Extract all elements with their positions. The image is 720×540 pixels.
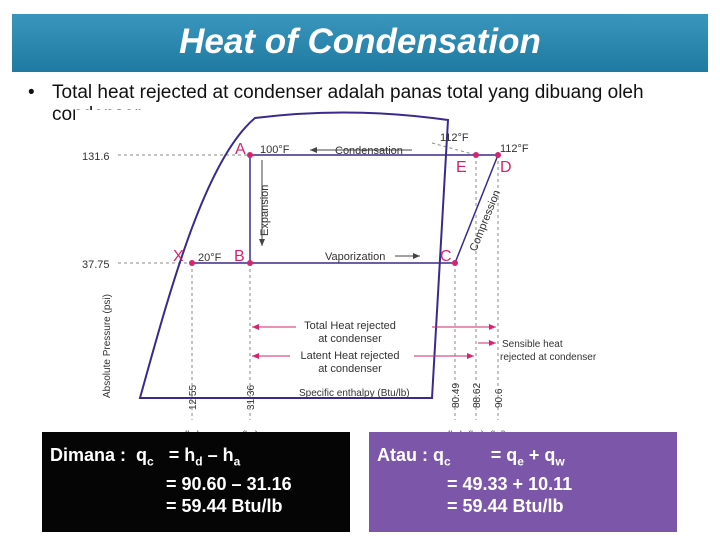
title-bar: Heat of Condensation xyxy=(12,14,708,72)
y-axis-label: Absolute Pressure (psi) xyxy=(102,294,113,398)
pressure-label: 131.6 xyxy=(82,151,110,163)
temp-label: 20°F xyxy=(198,252,222,264)
point-label: B xyxy=(234,248,245,265)
point-label: X xyxy=(173,248,184,265)
temp-label: 112°F xyxy=(440,132,469,144)
process-label: Condensation xyxy=(335,145,403,157)
formula-box: Atau : qc = qe + qw = 49.33 + 10.11 = 59.4… xyxy=(369,432,677,532)
saturation-dome xyxy=(138,111,450,399)
subscript: e xyxy=(517,454,524,469)
temp-label: 100°F xyxy=(260,144,290,156)
formula-text: Atau : q xyxy=(377,445,444,465)
enthalpy-label: 88.62 xyxy=(472,383,483,408)
formula-text: Dimana : q xyxy=(50,445,148,465)
formula-text: = 59.44 Btu/lb xyxy=(447,495,564,516)
process-label: Expansion xyxy=(259,185,271,236)
subscript: c xyxy=(147,454,154,469)
x-axis-label: Specific enthalpy (Btu/lb) xyxy=(299,388,410,399)
heat-label: rejected at condenser xyxy=(500,352,597,363)
compression-line xyxy=(454,154,499,264)
formula-text: – h xyxy=(202,445,234,465)
heat-label: Total Heat rejected xyxy=(304,320,396,332)
diagram-background xyxy=(75,110,547,446)
formula-line: = 49.33 + 10.11 xyxy=(369,473,677,495)
enthalpy-label: 31.36 xyxy=(246,385,257,410)
state-points xyxy=(189,152,501,266)
enthalpy-label: 80.49 xyxy=(451,383,462,408)
heat-label: at condenser xyxy=(318,363,382,375)
enthalpy-label: 90.6 xyxy=(494,388,505,408)
point-label: C xyxy=(440,248,452,265)
subscript: d xyxy=(195,454,203,469)
formula-text: = 49.33 + 10.11 xyxy=(447,473,573,494)
process-label: Vaporization xyxy=(325,251,385,263)
bullet-dot: • xyxy=(28,82,35,103)
formula-line: = 59.44 Btu/lb xyxy=(369,495,677,517)
point-label: A xyxy=(235,141,246,158)
point-label: D xyxy=(500,159,512,176)
guides xyxy=(118,142,499,420)
enthalpy-label: 12.55 xyxy=(188,385,199,410)
formula-text: = 90.60 – 31.16 xyxy=(166,473,292,494)
temp-label: 112°F xyxy=(500,143,529,155)
formula-text: + q xyxy=(523,445,556,465)
formula-text: = 59.44 Btu/lb xyxy=(166,495,283,516)
heat-label: at condenser xyxy=(318,333,382,345)
formula-line: = 59.44 Btu/lb xyxy=(42,495,350,517)
formula-line: = 90.60 – 31.16 xyxy=(42,473,350,495)
formula-line: Dimana : qc = hd – ha xyxy=(42,444,350,473)
formula-box: Dimana : qc = hd – ha = 90.60 – 31.16 = 59… xyxy=(42,432,350,532)
subscript: a xyxy=(233,454,241,469)
slide-title: Heat of Condensation xyxy=(179,22,541,61)
subscript: w xyxy=(555,454,565,469)
heat-label: Sensible heat xyxy=(502,339,563,350)
bullet: • Total heat rejected at condenser adala… xyxy=(28,82,708,126)
heat-label: Latent Heat rejected xyxy=(300,350,399,362)
formula-text: = q xyxy=(450,445,518,465)
point-label: E xyxy=(456,159,467,176)
pressure-label: 37.75 xyxy=(82,259,110,271)
subscript: c xyxy=(444,454,451,469)
formula-text: = h xyxy=(153,445,196,465)
formula-line: Atau : qc = qe + qw xyxy=(369,444,677,473)
